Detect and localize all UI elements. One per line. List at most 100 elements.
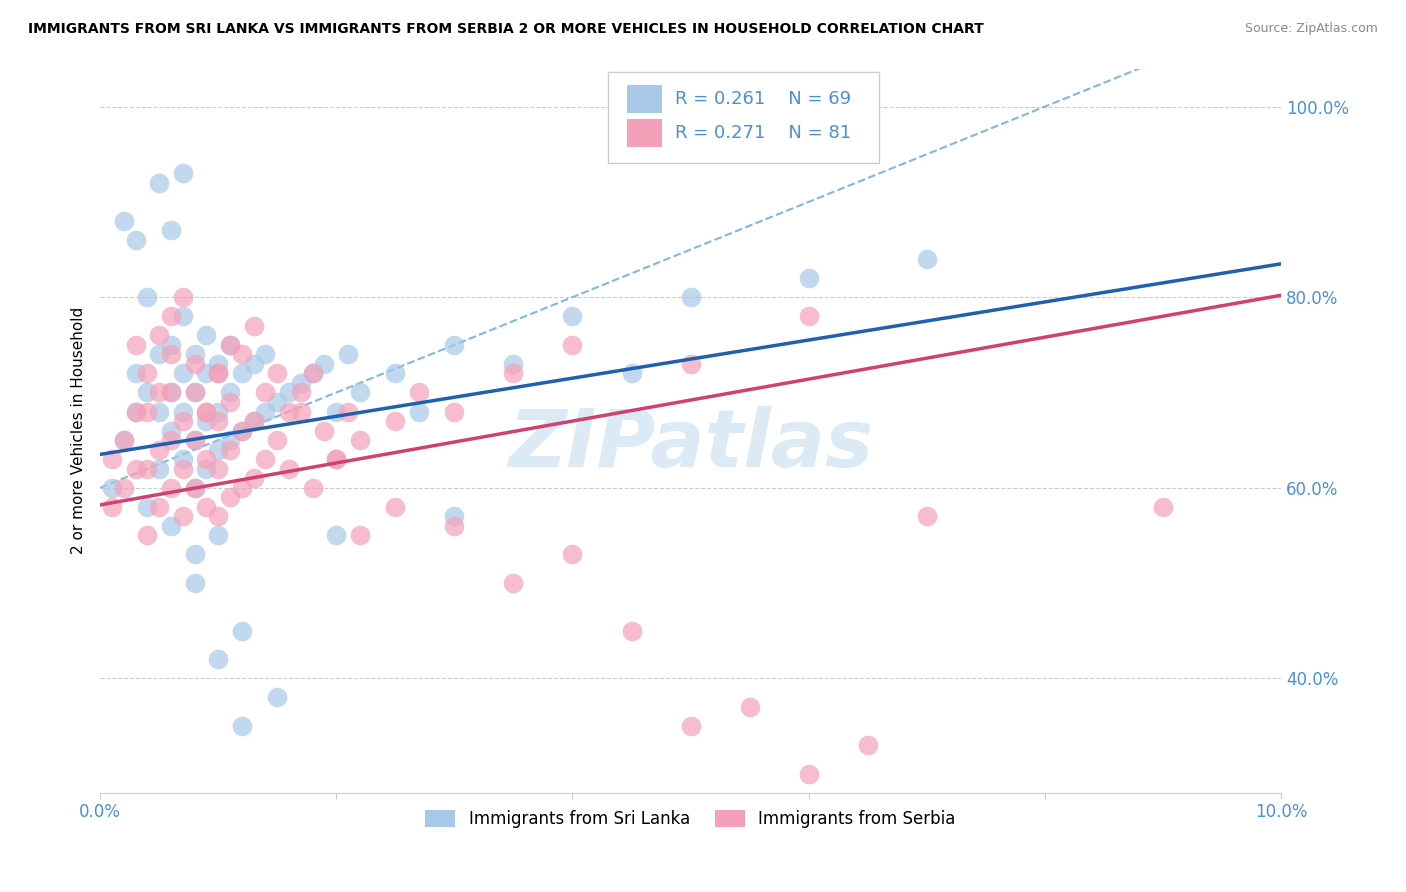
Point [314, 424, 336, 438]
Point [195, 452, 218, 467]
Point [738, 699, 761, 714]
FancyBboxPatch shape [627, 85, 662, 112]
Point [278, 404, 301, 418]
Point [266, 395, 288, 409]
Point [148, 328, 170, 343]
Point [219, 395, 242, 409]
Point [148, 176, 170, 190]
Point [254, 452, 277, 467]
Point [160, 424, 183, 438]
Point [301, 367, 323, 381]
Point [160, 481, 183, 495]
Point [148, 442, 170, 457]
Point [124, 233, 146, 247]
Point [502, 367, 524, 381]
Point [195, 414, 218, 428]
Point [325, 404, 347, 418]
Point [136, 367, 159, 381]
Point [915, 509, 938, 524]
Point [195, 367, 218, 381]
Point [301, 481, 323, 495]
Point [148, 347, 170, 361]
Text: R = 0.271    N = 81: R = 0.271 N = 81 [675, 124, 851, 142]
Point [219, 385, 242, 400]
Point [195, 404, 218, 418]
Point [219, 338, 242, 352]
Point [160, 385, 183, 400]
Point [172, 310, 194, 324]
Point [112, 481, 135, 495]
Point [112, 433, 135, 447]
Text: Source: ZipAtlas.com: Source: ZipAtlas.com [1244, 22, 1378, 36]
Point [112, 433, 135, 447]
Point [443, 338, 465, 352]
Point [172, 414, 194, 428]
Point [172, 509, 194, 524]
Text: R = 0.261    N = 69: R = 0.261 N = 69 [675, 90, 851, 108]
Point [242, 357, 264, 371]
Point [183, 433, 205, 447]
Point [136, 528, 159, 542]
Point [207, 404, 229, 418]
Point [337, 404, 360, 418]
Point [620, 624, 643, 638]
Point [160, 385, 183, 400]
Point [160, 347, 183, 361]
Point [242, 471, 264, 485]
Point [183, 385, 205, 400]
Point [502, 576, 524, 591]
Point [231, 347, 253, 361]
Point [183, 548, 205, 562]
Point [408, 404, 430, 418]
Text: IMMIGRANTS FROM SRI LANKA VS IMMIGRANTS FROM SERBIA 2 OR MORE VEHICLES IN HOUSEH: IMMIGRANTS FROM SRI LANKA VS IMMIGRANTS … [28, 22, 984, 37]
Point [620, 367, 643, 381]
Point [183, 481, 205, 495]
Point [207, 367, 229, 381]
Point [443, 404, 465, 418]
Point [561, 338, 583, 352]
Point [242, 414, 264, 428]
FancyBboxPatch shape [607, 72, 880, 162]
Point [384, 500, 406, 514]
Point [124, 404, 146, 418]
Point [561, 310, 583, 324]
Point [183, 576, 205, 591]
Point [915, 252, 938, 266]
Point [160, 310, 183, 324]
Point [242, 318, 264, 333]
Point [101, 452, 124, 467]
Point [797, 766, 820, 780]
Point [195, 461, 218, 475]
Point [1152, 500, 1174, 514]
Point [207, 652, 229, 666]
Point [231, 481, 253, 495]
Point [384, 367, 406, 381]
Point [325, 452, 347, 467]
Point [219, 442, 242, 457]
Point [679, 290, 702, 304]
Point [183, 357, 205, 371]
Point [172, 461, 194, 475]
Point [231, 424, 253, 438]
Point [337, 347, 360, 361]
Point [325, 452, 347, 467]
Point [325, 528, 347, 542]
Point [101, 481, 124, 495]
Point [384, 414, 406, 428]
Point [219, 338, 242, 352]
Point [124, 461, 146, 475]
Point [195, 404, 218, 418]
Point [136, 404, 159, 418]
Point [231, 624, 253, 638]
Point [183, 347, 205, 361]
Point [797, 271, 820, 285]
Point [207, 442, 229, 457]
Point [290, 385, 312, 400]
Point [219, 490, 242, 504]
Point [148, 461, 170, 475]
Point [266, 367, 288, 381]
Point [266, 690, 288, 705]
Point [443, 519, 465, 533]
Point [278, 461, 301, 475]
Y-axis label: 2 or more Vehicles in Household: 2 or more Vehicles in Household [72, 307, 86, 554]
